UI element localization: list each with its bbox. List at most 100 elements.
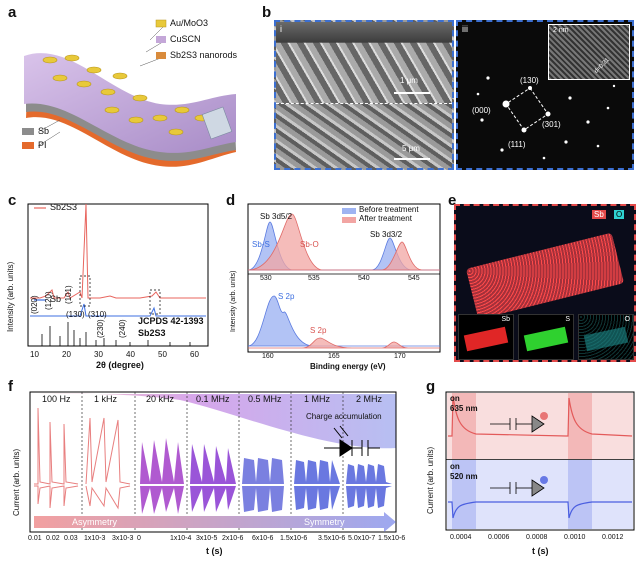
- f-xtick-2: 0.03: [64, 535, 78, 542]
- f-trace-1mhz: [294, 460, 340, 510]
- g-wl-520: 520 nm: [450, 472, 478, 481]
- c-peak-130: (130): [66, 310, 85, 319]
- f-xtick-0: 0.01: [28, 535, 42, 542]
- d-peak-s2p-after: S 2p: [310, 326, 327, 335]
- f-freq-1khz: 1 kHz: [94, 394, 118, 404]
- c-xlabel: 2θ (degree): [96, 360, 144, 370]
- legend-sb: Sb: [38, 126, 50, 136]
- g-trace-520nm: [448, 501, 632, 519]
- xps-sb-after: [247, 213, 440, 271]
- c-peak-240: (240): [118, 319, 127, 338]
- sem-image: i 1 μm 5 μm: [274, 20, 454, 170]
- d-ylabel: Intensity (arb. units): [230, 270, 237, 332]
- f-trace-1khz: [85, 417, 131, 510]
- f-freq-2mhz: 2 MHz: [356, 394, 383, 404]
- inset-scale: 2 nm: [553, 27, 569, 34]
- spot-111: (111): [508, 140, 526, 149]
- map-sb-label: Sb: [501, 316, 510, 323]
- spot-130: (130): [520, 76, 539, 85]
- c-xtick-20: 20: [62, 350, 71, 359]
- c-ylabel: Intensity (arb. units): [6, 261, 15, 332]
- d-xtick-165: 165: [328, 353, 340, 360]
- map-s-label: S: [565, 316, 570, 323]
- c-jcpds-1: JCPDS 42-1393: [138, 316, 204, 326]
- c-legend-sb2s3: Sb2S3: [50, 202, 78, 212]
- jcpds-sticks: [41, 322, 191, 346]
- c-peak-020: (020): [30, 295, 39, 314]
- device-schematic: [22, 19, 236, 167]
- frequency-response-chart: [29, 391, 397, 533]
- g-on-520: on: [450, 462, 460, 471]
- d-peak-sb32: Sb 3d5/2: [260, 212, 293, 221]
- panel-e: e Sb O Sb S O: [448, 192, 640, 372]
- d-peak-sbs: Sb-S: [252, 240, 270, 249]
- f-xtick-8: 2x10-6: [222, 535, 244, 542]
- sem-crosssection: [276, 22, 452, 104]
- f-freq-1mhz: 1 MHz: [304, 394, 331, 404]
- c-xtick-30: 30: [94, 350, 103, 359]
- panel-c-label: c: [8, 192, 17, 209]
- d-xtick-160: 160: [262, 353, 274, 360]
- g-ylabel: Current (arb. units): [426, 446, 435, 514]
- f-xtick-10: 1.5x10-6: [280, 535, 308, 542]
- d-xlabel: Binding energy (eV): [310, 362, 386, 371]
- f-freq-01mhz: 0.1 MHz: [196, 394, 230, 404]
- f-trace-05mhz: [242, 458, 284, 512]
- xrd-line-sb: [30, 303, 206, 317]
- map-s: S: [518, 314, 574, 360]
- xrd-line-sb2s3: [30, 203, 206, 299]
- f-xtick-1: 0.02: [46, 535, 60, 542]
- g-xtick-0004: 0.0004: [450, 534, 472, 541]
- panel-d-label: d: [226, 192, 236, 209]
- g-wl-635: 635 nm: [450, 404, 478, 413]
- c-xtick-60: 60: [190, 350, 199, 359]
- scale-top-label: 1 μm: [400, 76, 418, 85]
- scale-bottom-label: 5 μm: [402, 144, 420, 153]
- legend-au-moo3: Au/MoO3: [170, 18, 209, 28]
- f-trace-01mhz: [190, 444, 236, 512]
- panel-a-label: a: [8, 4, 17, 21]
- g-xtick-0010: 0.0010: [564, 534, 586, 541]
- saed-sub-iii: iii: [462, 24, 468, 34]
- e-tag-o: O: [614, 210, 625, 219]
- d-xtick-545: 545: [408, 275, 420, 282]
- panel-c: c Sb2S3 Sb JCPDS 42-1393 Sb2S3 (020) (12…: [0, 192, 215, 372]
- legend-cuscn: CuSCN: [170, 34, 201, 44]
- f-xlabel: t (s): [206, 546, 223, 556]
- panel-g-label: g: [426, 378, 436, 395]
- scalebar-top: [394, 92, 430, 94]
- panel-a: a Au/MoO3 CuSCN Sb2S3 nanorods Sb PI: [0, 0, 250, 180]
- f-symmetry: Symmetry: [304, 517, 345, 527]
- d-legend-before: Before treatment: [359, 205, 419, 214]
- panel-d: d Before treatment After treatment Sb 3d…: [222, 192, 444, 372]
- d-xtick-170: 170: [394, 353, 406, 360]
- xps-s2p-before: [247, 295, 440, 347]
- c-jcpds-2: Sb2S3: [138, 328, 166, 338]
- g-xtick-0006: 0.0006: [488, 534, 510, 541]
- f-trace-2mhz: [346, 464, 392, 508]
- panel-b: b i 1 μm 5 μm iii 2 nm d=0.31 (130) (000…: [258, 0, 640, 180]
- f-xtick-11: 3.5x10-6: [318, 535, 346, 542]
- eds-map-frame: Sb O Sb S O: [454, 204, 636, 362]
- f-freq-20khz: 20 kHz: [146, 394, 175, 404]
- hrtem-inset: 2 nm d=0.31: [548, 24, 630, 80]
- f-xtick-12: 5.0x10-7: [348, 535, 376, 542]
- xps-chart: [247, 203, 441, 353]
- f-xtick-4: 3x10-3: [112, 535, 134, 542]
- panel-e-label: e: [448, 192, 457, 209]
- c-xtick-50: 50: [158, 350, 167, 359]
- f-trace-100hz: [34, 407, 79, 509]
- g-xlabel: t (s): [532, 546, 549, 556]
- c-xtick-40: 40: [126, 350, 135, 359]
- f-xtick-3: 1x10-3: [84, 535, 106, 542]
- d-xtick-540: 540: [358, 275, 370, 282]
- c-peak-101: (101): [64, 285, 73, 304]
- f-freq-05mhz: 0.5 MHz: [248, 394, 282, 404]
- c-xtick-10: 10: [30, 350, 39, 359]
- g-on-635: on: [450, 394, 460, 403]
- legend-sb2s3: Sb2S3 nanorods: [170, 50, 238, 60]
- f-asymmetry: Asymmetry: [72, 517, 117, 527]
- panel-f-label: f: [8, 378, 13, 395]
- d-xtick-535: 535: [308, 275, 320, 282]
- e-tag-sb: Sb: [592, 210, 606, 219]
